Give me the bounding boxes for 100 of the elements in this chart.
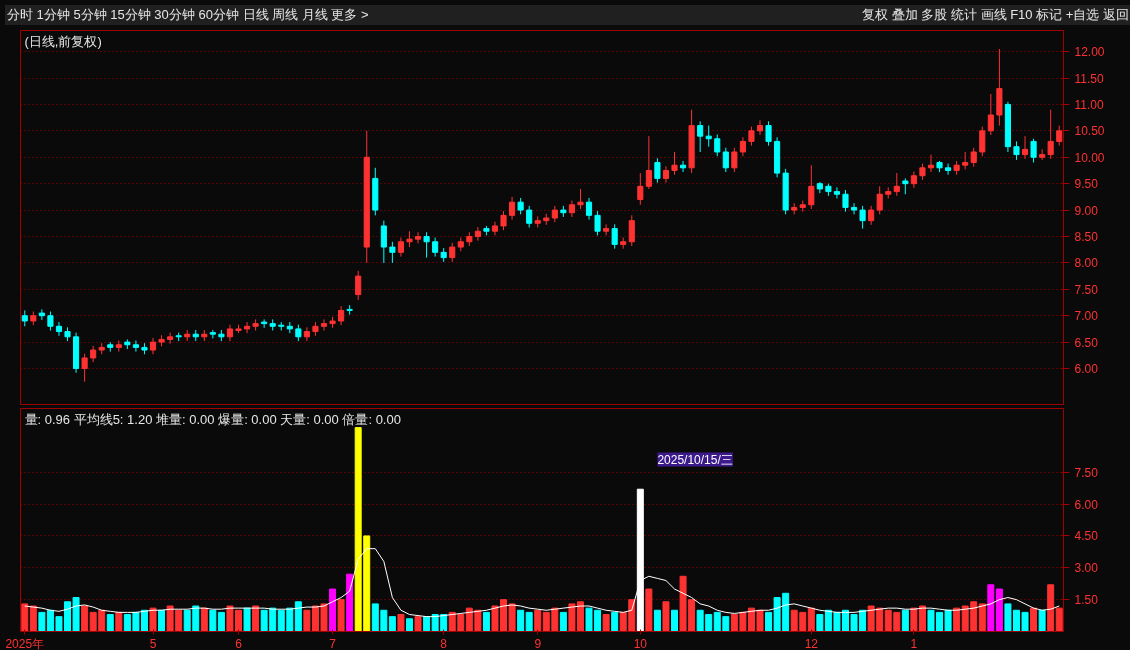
candlestick bbox=[509, 196, 516, 221]
candlestick bbox=[55, 321, 63, 337]
x-tick-label: 9 bbox=[534, 636, 542, 650]
y-tick-label: 1.50 bbox=[1074, 593, 1099, 608]
candlestick bbox=[850, 202, 858, 215]
candlestick bbox=[714, 134, 721, 157]
bar bbox=[816, 614, 824, 632]
y-tick-label: 11.50 bbox=[1074, 71, 1104, 86]
y-tick-label: 7.00 bbox=[1074, 309, 1099, 324]
candlestick bbox=[748, 126, 755, 147]
bar bbox=[158, 609, 166, 632]
bar bbox=[1030, 607, 1038, 632]
candlestick bbox=[432, 237, 439, 258]
bar bbox=[346, 573, 354, 632]
candlestick bbox=[1030, 138, 1037, 164]
candlestick bbox=[338, 305, 345, 326]
candlestick bbox=[611, 223, 618, 250]
y-tick-label: 9.00 bbox=[1074, 203, 1099, 218]
candlestick bbox=[389, 241, 396, 264]
bar bbox=[525, 611, 533, 632]
candlestick bbox=[38, 308, 45, 321]
x-tick-label: 10 bbox=[633, 636, 648, 650]
candlestick bbox=[603, 223, 610, 236]
bar bbox=[1047, 584, 1055, 632]
candlestick bbox=[697, 120, 704, 153]
bar bbox=[252, 605, 260, 632]
candlestick bbox=[1039, 148, 1046, 161]
candlestick bbox=[859, 205, 866, 230]
y-tick-label: 10.50 bbox=[1074, 124, 1105, 139]
bar bbox=[807, 607, 815, 632]
bar bbox=[397, 614, 405, 632]
text: 复权 叠加 多股 统计 画线 F10 标记 +自选 返回 bbox=[862, 6, 1129, 24]
y-tick-label: 6.00 bbox=[1074, 497, 1099, 512]
candlestick bbox=[705, 125, 712, 148]
candlestick bbox=[1056, 125, 1063, 147]
chart-title: 量: 0.96 平均线5: 1.20 堆量: 0.00 爆量: 0.00 天量: 0.00 倍量: 0.00 bbox=[24, 411, 401, 427]
candlestick bbox=[132, 340, 139, 353]
candlestick bbox=[654, 157, 661, 184]
bar bbox=[106, 614, 114, 632]
candlestick bbox=[320, 318, 328, 331]
bar bbox=[200, 607, 208, 632]
bar bbox=[987, 584, 995, 632]
candlestick bbox=[594, 210, 601, 236]
bar bbox=[953, 607, 961, 632]
bar bbox=[534, 609, 542, 632]
bar bbox=[209, 609, 217, 632]
candlestick bbox=[414, 231, 422, 244]
bar bbox=[21, 603, 29, 632]
candlestick bbox=[833, 186, 841, 199]
candlestick bbox=[671, 151, 678, 176]
annotation: 2025/10/15/三 bbox=[657, 452, 733, 467]
candlestick bbox=[876, 185, 883, 215]
x-tick-label: 2025年 bbox=[5, 636, 45, 650]
y-tick-label: 7.50 bbox=[1074, 282, 1099, 297]
bar bbox=[653, 609, 661, 632]
candlestick bbox=[842, 189, 849, 213]
y-tick-label: 6.00 bbox=[1074, 362, 1099, 377]
bar bbox=[482, 611, 490, 632]
bar bbox=[901, 609, 909, 632]
candlestick bbox=[423, 231, 430, 259]
candlestick bbox=[979, 126, 986, 157]
y-tick-label: 8.00 bbox=[1074, 256, 1099, 271]
y-tick-label: 7.50 bbox=[1074, 465, 1099, 480]
candlestick bbox=[500, 210, 507, 231]
candlestick bbox=[397, 237, 404, 258]
candlestick bbox=[893, 172, 900, 197]
bar bbox=[645, 588, 653, 632]
candlestick bbox=[167, 332, 174, 345]
bar bbox=[611, 611, 619, 632]
x-tick-label: 6 bbox=[235, 636, 243, 650]
x-tick-label: 7 bbox=[329, 636, 337, 650]
bar bbox=[243, 607, 251, 632]
bar bbox=[995, 588, 1003, 632]
candlestick bbox=[765, 120, 772, 147]
candlestick bbox=[81, 353, 88, 383]
y-tick-label: 8.50 bbox=[1074, 229, 1099, 244]
chart-title: (日线,前复权) bbox=[24, 33, 102, 49]
candlestick bbox=[731, 147, 738, 173]
candlestick bbox=[722, 147, 729, 173]
bar bbox=[414, 616, 422, 632]
candlestick bbox=[243, 321, 251, 334]
x-tick-label: 8 bbox=[440, 636, 448, 650]
candlestick bbox=[945, 163, 952, 176]
candlestick bbox=[209, 329, 216, 339]
bar bbox=[662, 601, 670, 632]
candlestick bbox=[355, 270, 362, 301]
bar bbox=[115, 611, 123, 632]
candlestick bbox=[1047, 109, 1054, 160]
bar bbox=[559, 611, 567, 632]
bar bbox=[329, 588, 337, 632]
bar bbox=[406, 618, 413, 632]
y-tick-label: 10.00 bbox=[1074, 150, 1105, 165]
bar bbox=[294, 601, 302, 632]
y-tick-label: 4.50 bbox=[1074, 529, 1099, 544]
x-tick-label: 12 bbox=[804, 636, 819, 650]
bar bbox=[29, 605, 37, 632]
candlestick bbox=[987, 93, 994, 136]
candlestick bbox=[645, 135, 652, 190]
x-tick-label: 1 bbox=[910, 636, 918, 650]
candlestick bbox=[303, 326, 310, 342]
